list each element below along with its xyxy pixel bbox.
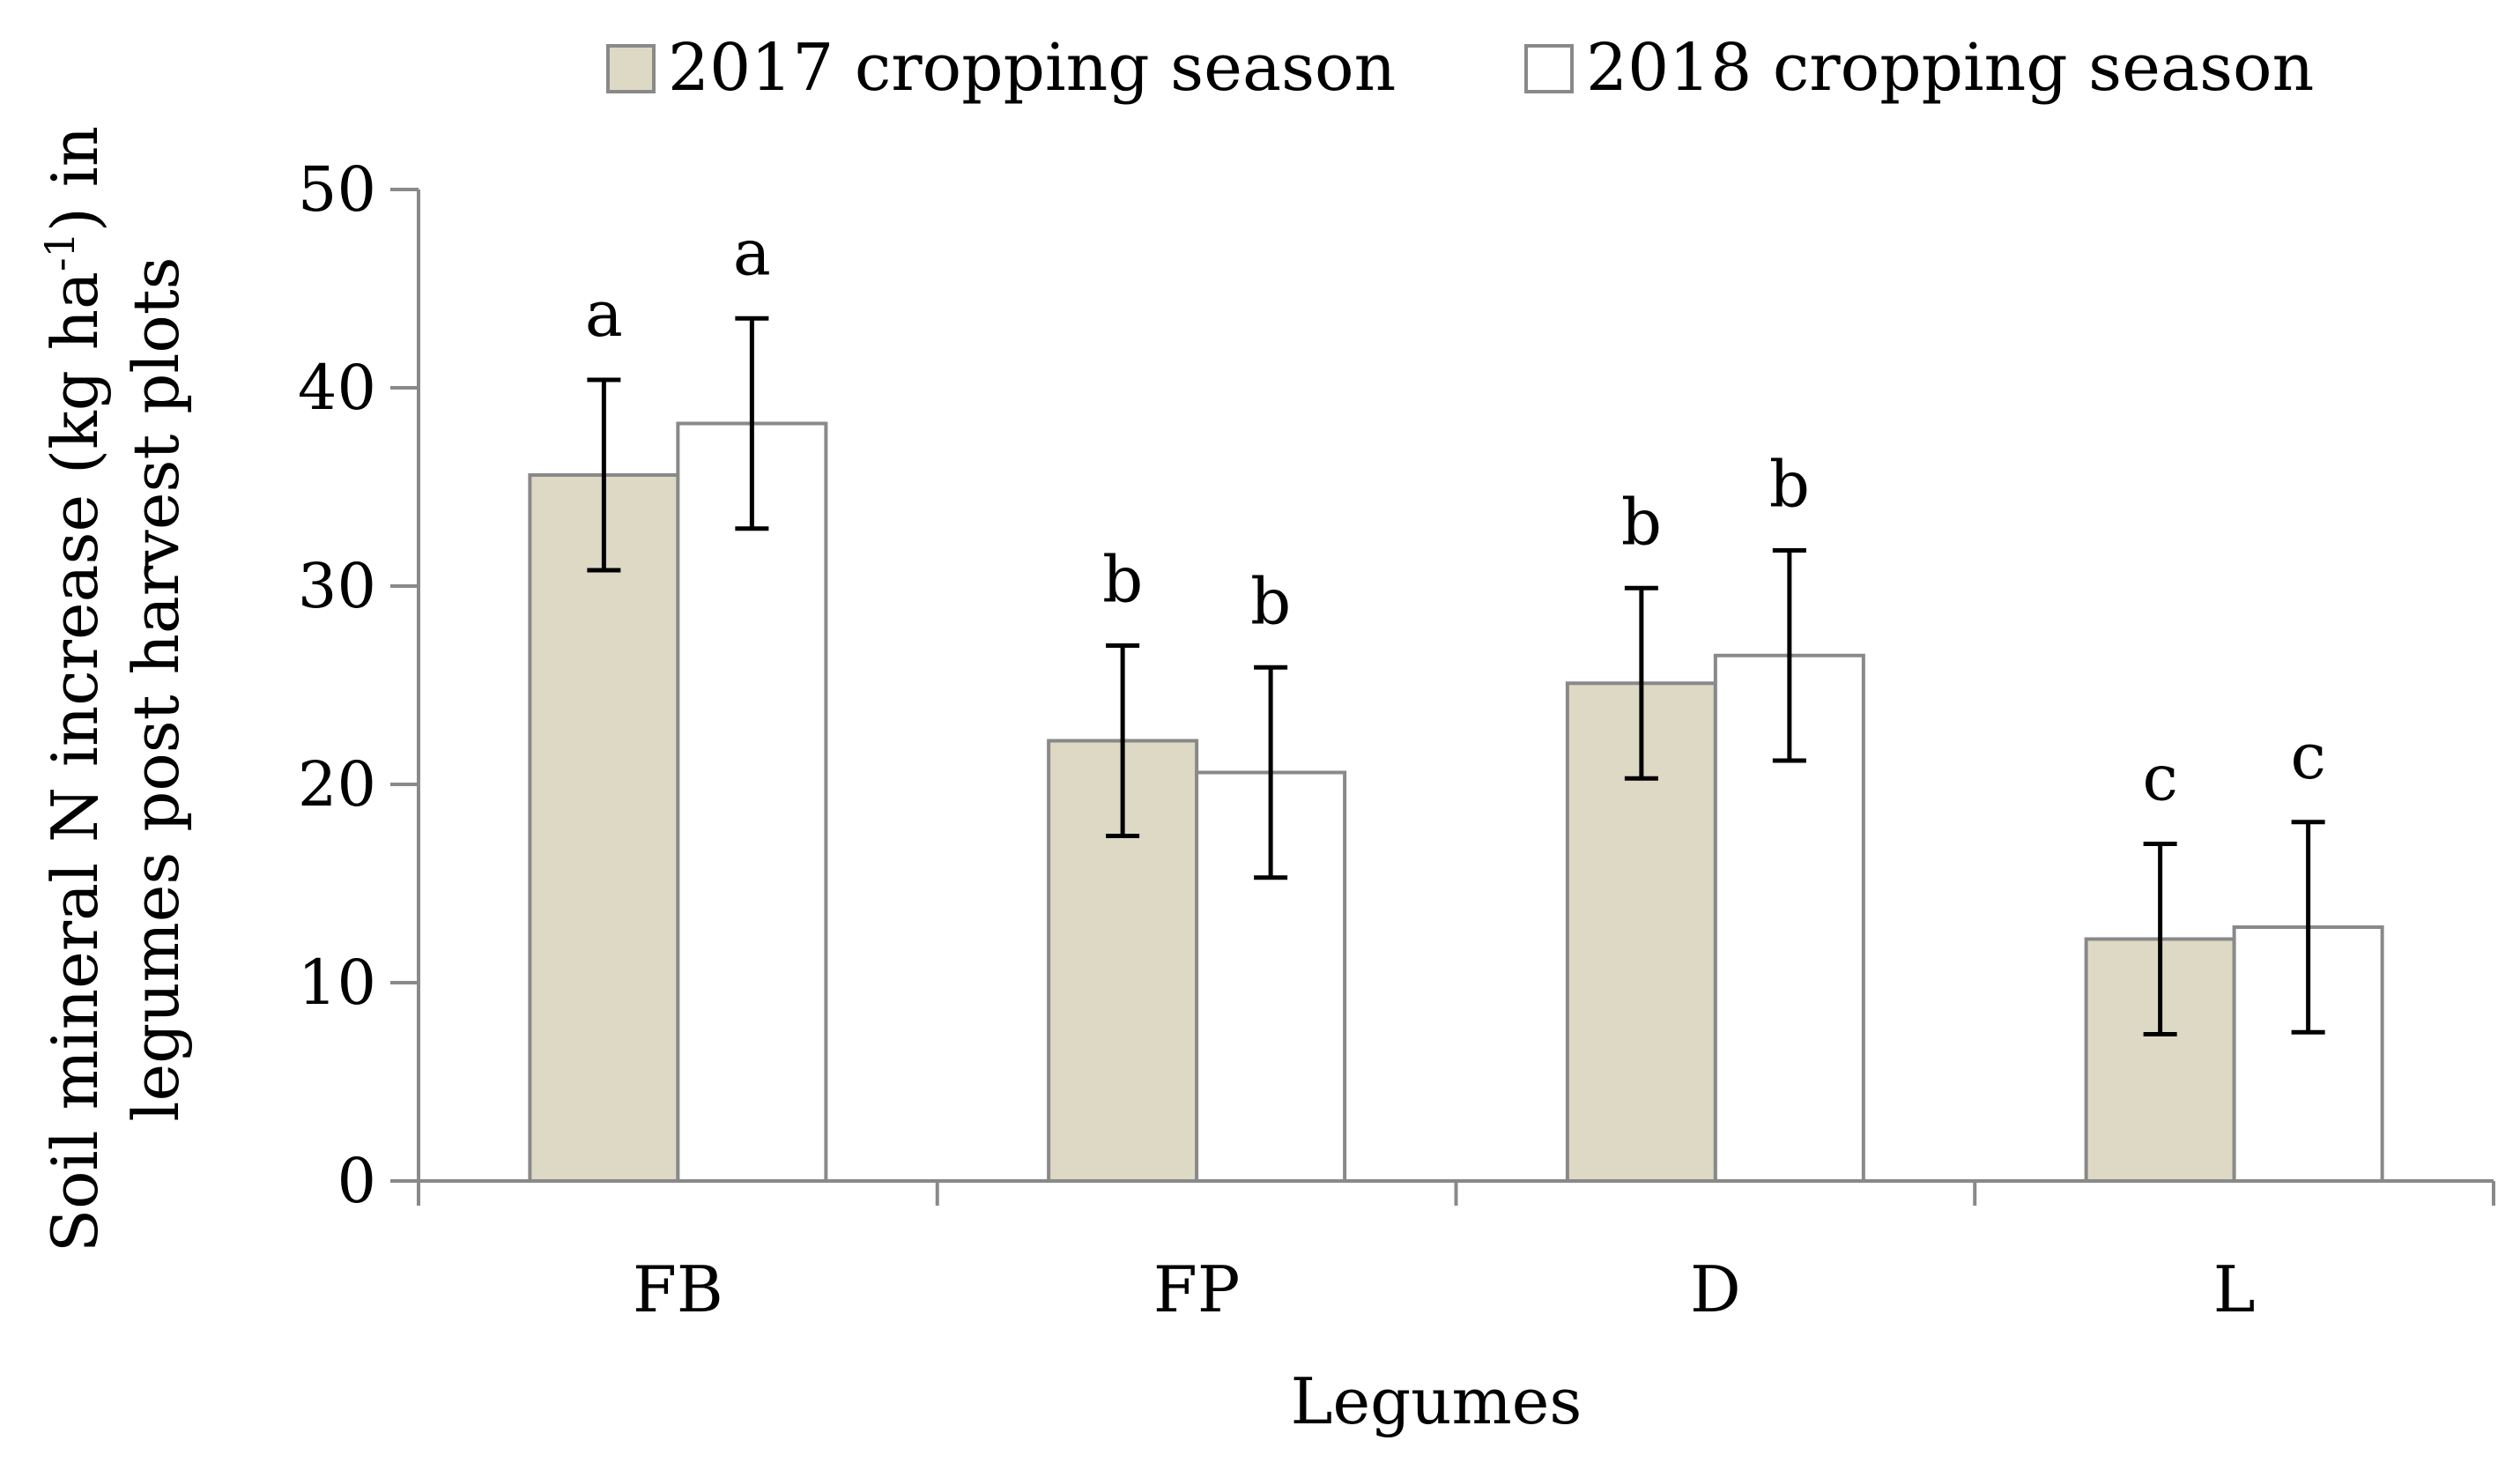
legend-label-2017: 2017 cropping season bbox=[668, 30, 1396, 106]
legend-swatch-2018 bbox=[1524, 44, 1574, 93]
x-axis: FB FP D L bbox=[417, 1179, 2495, 1326]
y-tick-label: 20 bbox=[298, 748, 376, 821]
y-axis-title-line1: Soil mineral N increase (kg ha bbox=[38, 271, 112, 1252]
y-tick-label: 40 bbox=[298, 352, 376, 424]
significance-letter: b bbox=[1769, 448, 1810, 522]
significance-letter: a bbox=[585, 277, 623, 351]
significance-letter: b bbox=[1621, 485, 1662, 559]
error-bars bbox=[587, 316, 2325, 1036]
significance-letter: c bbox=[2290, 719, 2325, 793]
x-tick-label: FP bbox=[1153, 1252, 1240, 1326]
bars bbox=[528, 421, 2384, 1183]
y-axis: 0 10 20 30 40 50 bbox=[298, 153, 420, 1217]
significance-letter: b bbox=[1250, 564, 1291, 638]
bar bbox=[528, 473, 680, 1183]
y-tick-label: 0 bbox=[337, 1145, 376, 1217]
y-tick-label: 30 bbox=[298, 550, 376, 622]
x-tick-label: D bbox=[1690, 1252, 1741, 1326]
x-tick-label: L bbox=[2213, 1252, 2256, 1326]
y-tick-label: 50 bbox=[298, 153, 376, 226]
legend-label-2018: 2018 cropping season bbox=[1586, 30, 2314, 106]
y-tick-label: 10 bbox=[298, 947, 376, 1019]
y-axis-title: Soil mineral N increase (kg ha-1) in leg… bbox=[36, 126, 193, 1252]
x-axis-title: Legumes bbox=[1291, 1364, 1582, 1438]
significance-letter: c bbox=[2142, 741, 2177, 815]
bar bbox=[676, 421, 828, 1183]
significance-letter: a bbox=[733, 215, 771, 289]
legend: 2017 cropping season 2018 cropping seaso… bbox=[606, 30, 2314, 106]
x-tick-label: FB bbox=[633, 1252, 723, 1326]
significance-letter: b bbox=[1102, 543, 1143, 617]
y-axis-title-superscript: -1 bbox=[36, 232, 84, 271]
y-axis-title-line2: legumes post harvest plots bbox=[119, 256, 193, 1121]
legend-swatch-2017 bbox=[606, 44, 656, 93]
y-axis-title-line1-tail: ) in bbox=[38, 126, 112, 232]
svg-text:Soil mineral N increase (kg ha: Soil mineral N increase (kg ha-1) in bbox=[36, 126, 112, 1252]
significance-letters: a a b b b b c c bbox=[585, 215, 2326, 814]
